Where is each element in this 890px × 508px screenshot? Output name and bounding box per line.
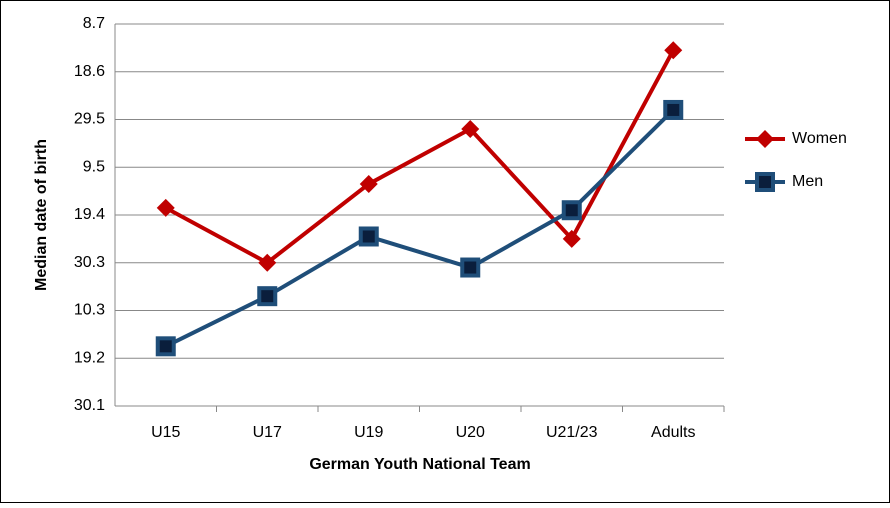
marker: [755, 172, 775, 192]
x-tick-label: U15: [151, 424, 180, 441]
marker: [461, 120, 480, 139]
y-tick-label: 19.2: [74, 349, 105, 366]
marker: [460, 257, 481, 278]
marker: [561, 200, 582, 221]
marker: [257, 286, 278, 307]
y-tick-label: 18.6: [74, 63, 105, 80]
marker: [155, 336, 176, 357]
marker: [156, 198, 175, 217]
x-tick-label: U20: [456, 424, 485, 441]
marker: [756, 130, 774, 148]
legend-label: Men: [792, 173, 823, 190]
y-tick-label: 30.1: [74, 397, 105, 414]
x-tick-label: U19: [354, 424, 383, 441]
y-tick-label: 10.3: [74, 302, 105, 319]
series-line: [164, 49, 676, 266]
legend-label: Women: [792, 130, 847, 147]
y-tick-label: 9.5: [83, 158, 105, 175]
y-tick-label: 8.7: [83, 15, 105, 32]
marker: [358, 226, 379, 247]
y-tick-label: 29.5: [74, 111, 105, 128]
y-axis-title: Median date of birth: [33, 139, 50, 291]
x-tick-label: U21/23: [546, 424, 598, 441]
marker: [663, 99, 684, 120]
series-line: [164, 108, 675, 349]
x-axis-title: German Youth National Team: [309, 456, 530, 473]
marker: [664, 41, 683, 60]
x-tick-label: Adults: [651, 424, 695, 441]
y-tick-label: 19.4: [74, 206, 105, 223]
marker: [562, 229, 581, 248]
marker: [258, 253, 277, 272]
marker: [359, 174, 378, 193]
x-tick-label: U17: [253, 424, 282, 441]
y-tick-label: 30.3: [74, 254, 105, 271]
